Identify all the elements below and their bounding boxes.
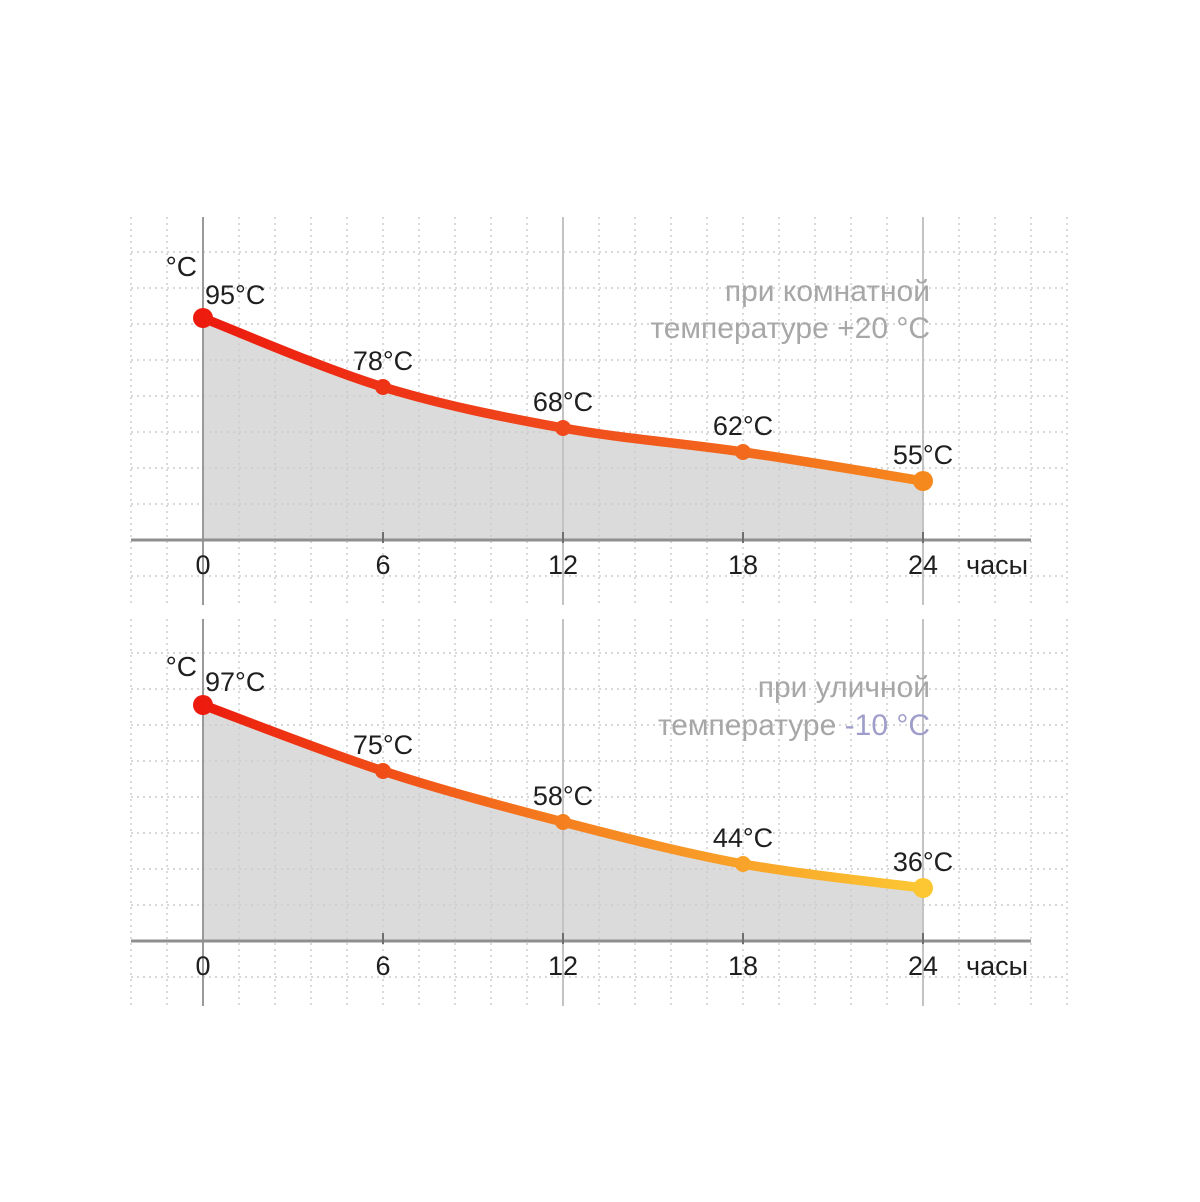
data-point-18h bbox=[735, 856, 751, 872]
x-tick-label-12: 12 bbox=[548, 550, 578, 580]
point-label-24h: 36°C bbox=[893, 847, 953, 877]
data-point-6h bbox=[375, 379, 391, 395]
data-point-0h bbox=[193, 695, 213, 715]
x-tick-label-6: 6 bbox=[375, 550, 390, 580]
annotation-text: температуре bbox=[658, 709, 845, 742]
data-point-6h bbox=[375, 763, 391, 779]
dotted-grid bbox=[130, 217, 1068, 605]
data-point-12h bbox=[555, 814, 571, 830]
x-tick-label-24: 24 bbox=[908, 550, 938, 580]
x-tick-label-24: 24 bbox=[908, 951, 938, 981]
point-label-6h: 78°C bbox=[353, 346, 413, 376]
annotation-text: при уличной bbox=[758, 671, 930, 704]
point-label-0h: 95°C bbox=[205, 280, 265, 310]
data-point-24h bbox=[913, 878, 933, 898]
y-unit-label: °C bbox=[166, 251, 197, 282]
y-unit-label: °C bbox=[166, 651, 197, 682]
annotation-line-2: температуре +20 °C bbox=[650, 312, 930, 345]
point-label-6h: 75°C bbox=[353, 730, 413, 760]
x-tick-label-18: 18 bbox=[728, 951, 758, 981]
point-label-18h: 62°C bbox=[713, 411, 773, 441]
chart-cooling-at-outdoor-temperature: 97°C 75°C 58°C 44°C 36°C 0 6 12 18 24 часы °C при ул… bbox=[130, 619, 1068, 1006]
x-tick-label-6: 6 bbox=[375, 951, 390, 981]
x-axis-label: часы bbox=[966, 951, 1028, 981]
annotation-line-1: при комнатной bbox=[725, 275, 930, 308]
data-point-18h bbox=[735, 444, 751, 460]
annotation-line-1: при уличной bbox=[758, 671, 930, 704]
data-point-24h bbox=[913, 471, 933, 491]
annotation-text: при комнатной bbox=[725, 275, 930, 308]
point-label-12h: 68°C bbox=[533, 387, 593, 417]
data-point-0h bbox=[193, 308, 213, 328]
point-label-24h: 55°C bbox=[893, 440, 953, 470]
x-tick-label-0: 0 bbox=[195, 550, 210, 580]
x-tick-label-12: 12 bbox=[548, 951, 578, 981]
x-tick-label-0: 0 bbox=[195, 951, 210, 981]
chart-cooling-at-room-temperature: 95°C 78°C 68°C 62°C 55°C 0 6 12 18 24 часы °C при ко… bbox=[130, 217, 1068, 605]
data-point-12h bbox=[555, 420, 571, 436]
annotation-text: температуре +20 °C bbox=[650, 312, 930, 345]
x-axis-label: часы bbox=[966, 550, 1028, 580]
x-tick-label-18: 18 bbox=[728, 550, 758, 580]
annotation-highlight: -10 °C bbox=[845, 709, 930, 742]
point-label-12h: 58°C bbox=[533, 781, 593, 811]
annotation-line-2: температуре -10 °C bbox=[658, 709, 930, 742]
point-label-0h: 97°C bbox=[205, 667, 265, 697]
point-label-18h: 44°C bbox=[713, 823, 773, 853]
